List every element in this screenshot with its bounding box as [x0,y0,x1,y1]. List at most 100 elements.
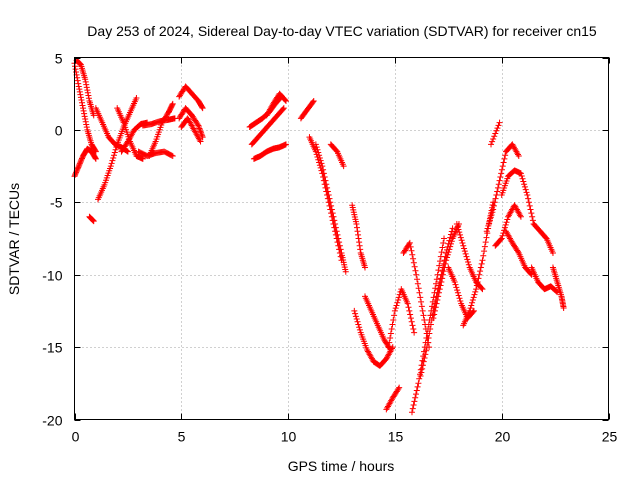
data-point [326,195,333,202]
series-arc-13 [176,105,206,141]
data-point [330,213,337,220]
data-point [459,240,466,247]
data-point [464,256,471,263]
data-point [443,257,450,264]
data-point [496,119,503,126]
x-tick-label: 5 [178,429,186,445]
data-point [417,294,424,301]
data-point [82,76,89,83]
data-point [434,297,441,304]
data-point [328,202,335,209]
data-point [492,195,499,202]
data-point [351,307,358,314]
data-point [501,224,508,231]
data-point [82,78,89,85]
data-point [409,322,416,329]
data-point [390,316,397,323]
data-point [435,289,442,296]
data-point [124,148,131,155]
data-point [420,358,427,365]
data-point [77,94,84,101]
data-point [107,163,114,170]
data-point [410,259,417,266]
data-point [452,281,459,288]
series-arc-1 [71,60,99,155]
data-point [442,260,449,267]
data-point [418,369,425,376]
data-point [417,366,424,373]
data-point [414,280,421,287]
data-point [457,231,464,238]
data-point [280,105,287,112]
data-point [418,298,425,305]
data-point [478,285,485,292]
data-point [77,91,84,98]
series-arc-18 [263,90,289,119]
data-point [491,199,498,206]
data-point [315,149,322,156]
data-point [80,107,87,114]
data-point [504,216,511,223]
data-point [75,163,82,170]
series-arc-41 [488,119,503,148]
data-point [500,159,507,166]
data-point [503,219,510,226]
data-point [416,375,423,382]
data-point [386,339,393,346]
data-point [407,243,414,250]
data-point [483,228,490,235]
data-point [455,226,462,233]
data-point [75,83,82,90]
data-point [528,210,535,217]
data-point [199,104,206,111]
data-point [461,245,468,252]
data-point [83,84,90,91]
data-point [485,222,492,229]
data-point [335,235,342,242]
data-point [494,125,501,132]
data-point [323,181,330,188]
series-arc-42 [530,221,556,256]
data-point [83,81,90,88]
data-point [414,383,421,390]
y-tick-label: -5 [50,195,63,211]
data-point [76,160,83,167]
data-point [521,183,528,190]
data-point [439,271,446,278]
data-point [410,255,417,262]
data-point [337,246,344,253]
data-point [77,159,84,166]
axis-ticks: 0 5 10 15 20 25 5 0 -5 -10 -15 -20 [42,51,617,445]
data-point [113,144,120,151]
data-point [424,339,431,346]
data-point [436,286,443,293]
data-point [76,86,83,93]
data-point [436,262,443,269]
series-arc-38 [502,228,535,278]
data-point [327,199,334,206]
data-point [492,130,499,137]
data-point [435,293,442,300]
data-point [425,335,432,342]
series-arc-14 [178,115,204,145]
data-point [465,261,472,268]
data-point [432,304,439,311]
data-point [419,307,426,314]
data-point [432,285,439,292]
y-tick-label: 5 [55,51,63,67]
data-point [72,171,79,178]
data-point [427,321,434,328]
data-point [282,97,289,104]
data-point [196,125,203,132]
data-point [439,275,446,282]
data-point [336,239,343,246]
data-point [495,181,502,188]
data-point [494,188,501,195]
data-point [453,284,460,291]
data-point [458,237,465,244]
data-point [313,144,320,151]
data-point [417,373,424,380]
data-point [411,398,418,405]
series-arc-27 [383,384,403,413]
data-point [196,137,203,144]
